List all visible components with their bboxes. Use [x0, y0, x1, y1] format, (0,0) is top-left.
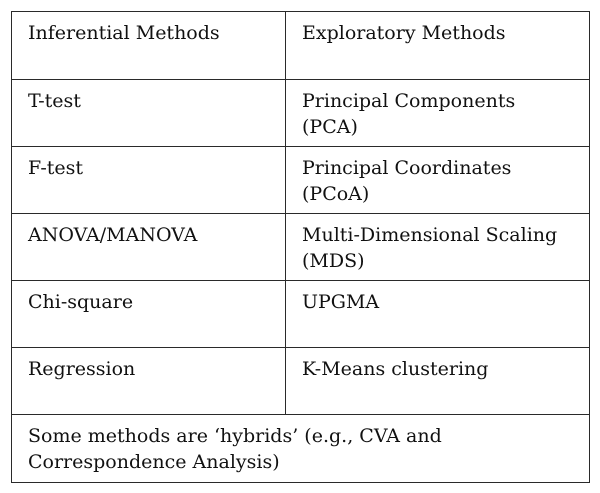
inferential-cell: T-test: [11, 79, 286, 147]
table-row: Regression K-Means clustering: [11, 347, 590, 415]
inferential-cell: Regression: [11, 347, 286, 415]
exploratory-cell: UPGMA: [285, 280, 590, 348]
header-inferential-methods: Inferential Methods: [11, 11, 286, 80]
header-exploratory-methods: Exploratory Methods: [285, 11, 590, 80]
exploratory-cell: K-Means clustering: [285, 347, 590, 415]
exploratory-cell: Principal Coordinates (PCoA): [285, 146, 590, 214]
exploratory-cell: Principal Components (PCA): [285, 79, 590, 147]
table-row: ANOVA/MANOVA Multi-Dimensional Scaling (…: [11, 213, 590, 281]
inferential-cell: F-test: [11, 146, 286, 214]
table-row: F-test Principal Coordinates (PCoA): [11, 146, 590, 214]
inferential-cell: ANOVA/MANOVA: [11, 213, 286, 281]
table-footer-row: Some methods are ‘hybrids’ (e.g., CVA an…: [11, 414, 590, 483]
methods-table: Inferential Methods Exploratory Methods …: [11, 11, 590, 483]
table-row: Chi-square UPGMA: [11, 280, 590, 348]
inferential-cell: Chi-square: [11, 280, 286, 348]
hybrid-methods-note: Some methods are ‘hybrids’ (e.g., CVA an…: [11, 414, 590, 483]
table-row: T-test Principal Components (PCA): [11, 79, 590, 147]
exploratory-cell: Multi-Dimensional Scaling (MDS): [285, 213, 590, 281]
table-header-row: Inferential Methods Exploratory Methods: [11, 11, 590, 80]
